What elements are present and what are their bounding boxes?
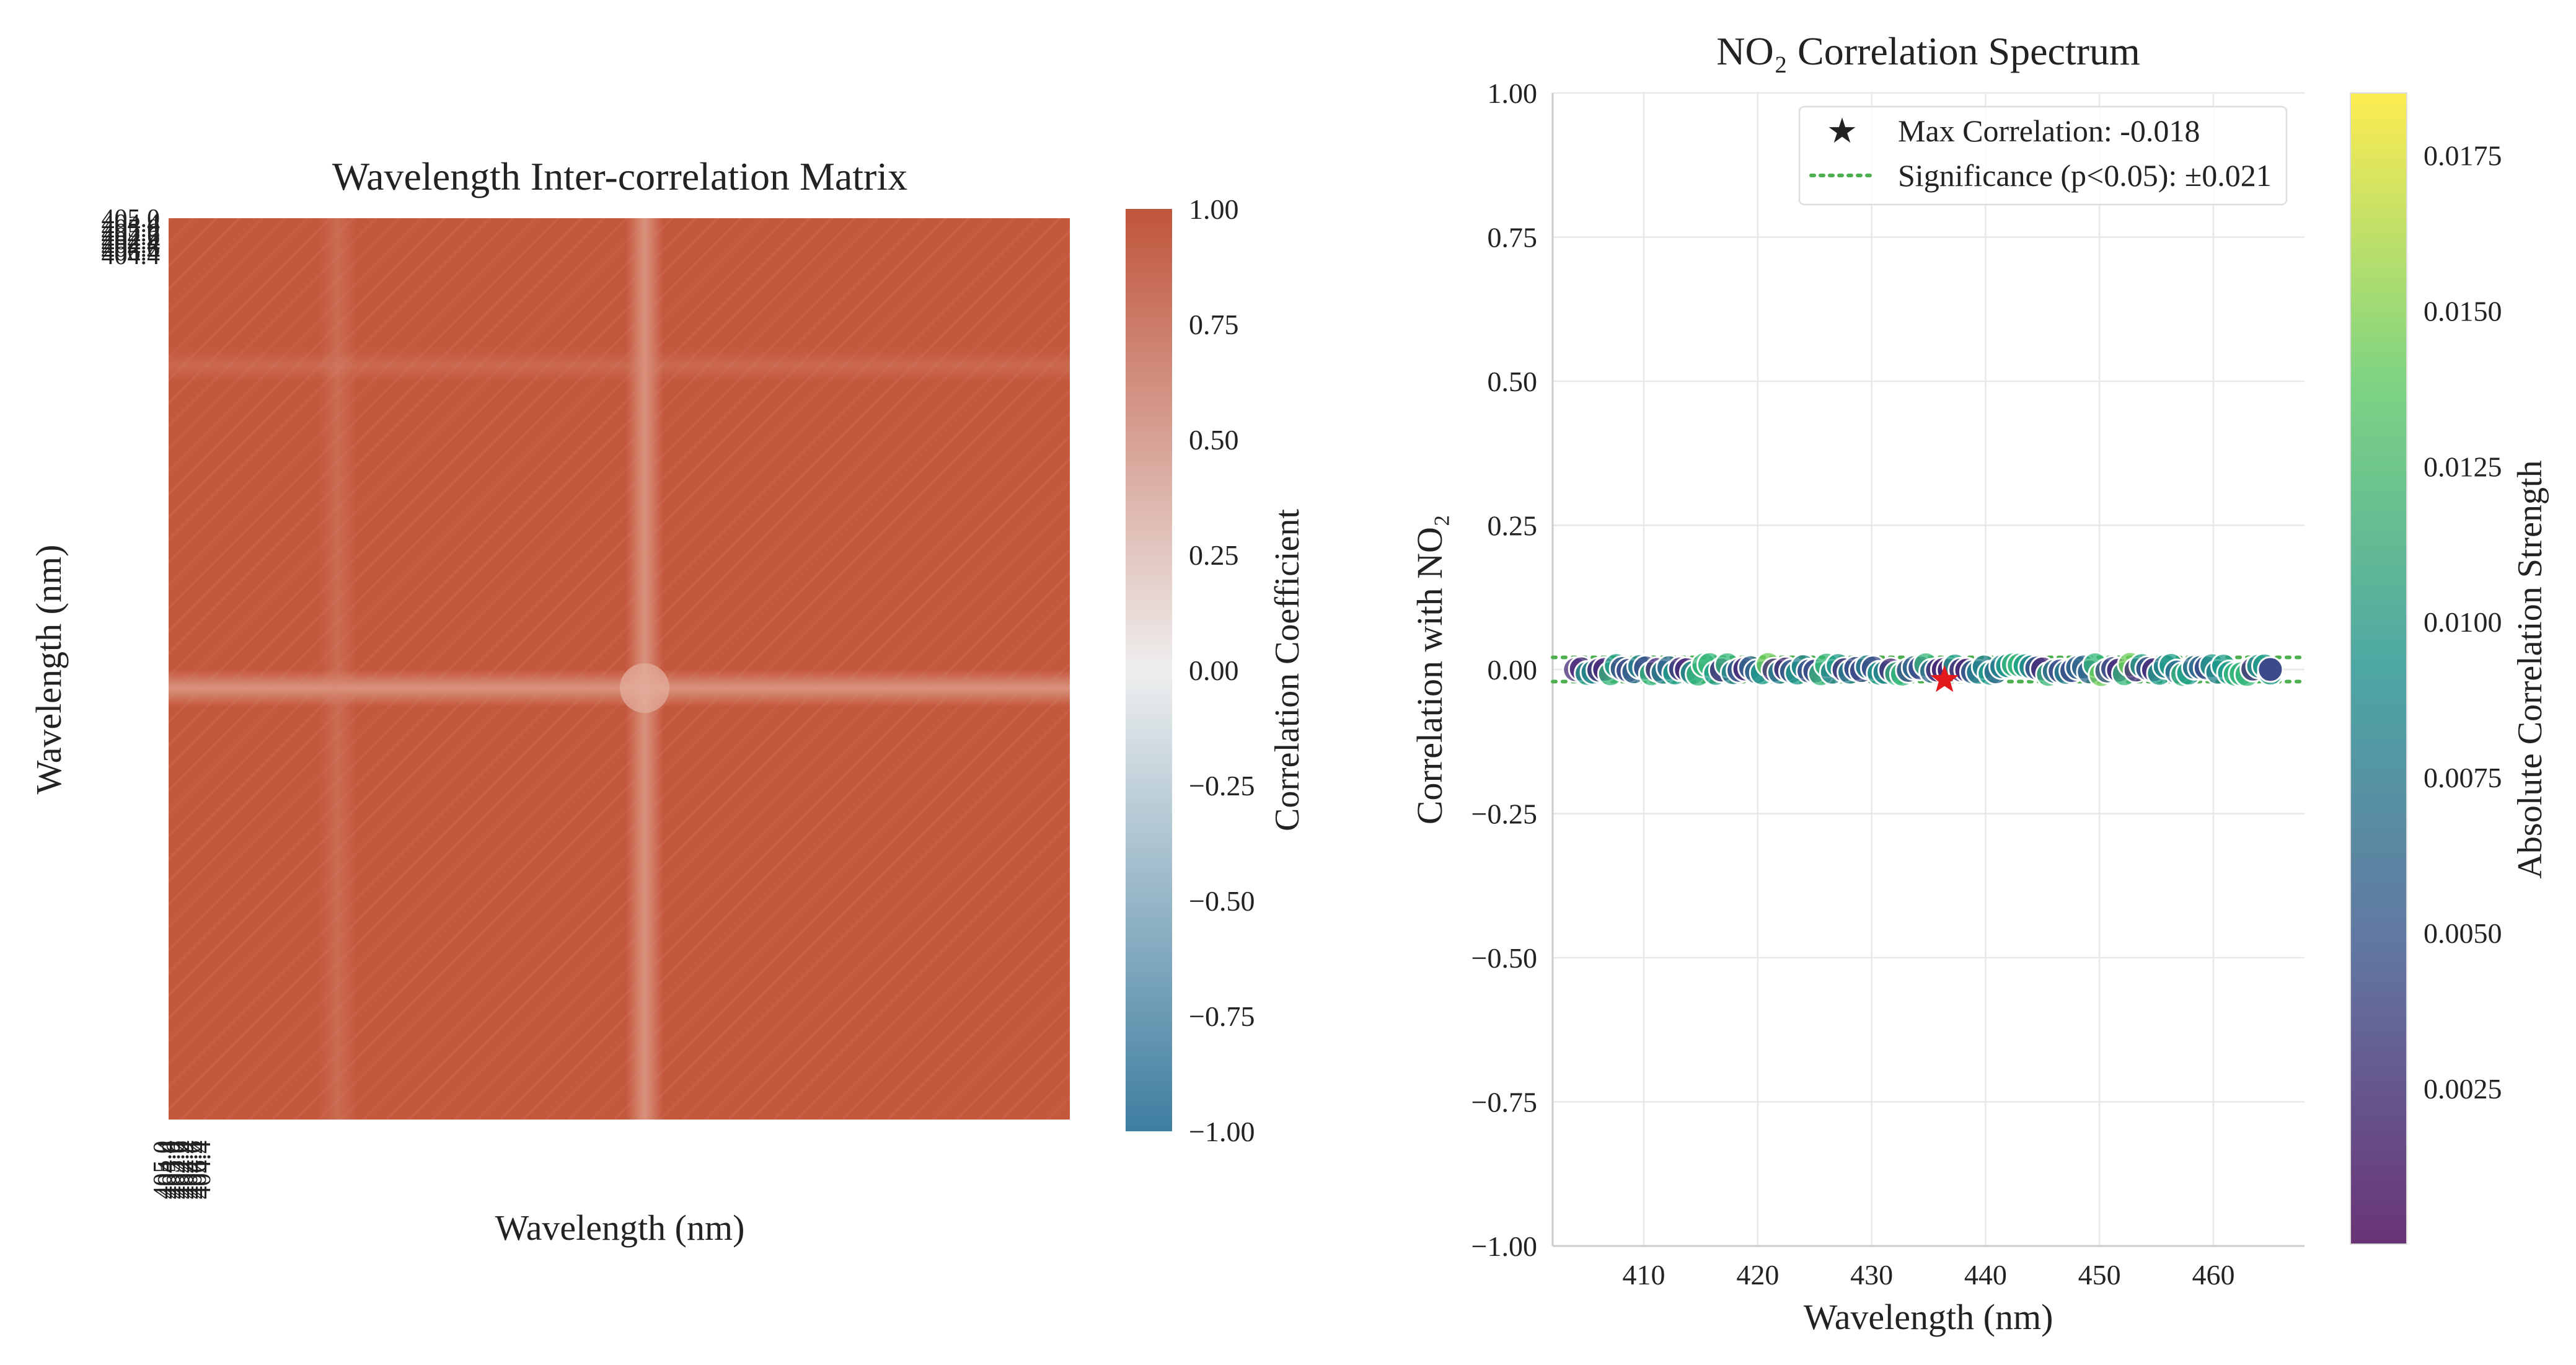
scatter-colorbar-tick-label: 0.0100	[2424, 606, 2502, 638]
heatmap-colorbar: 1.00 0.75 0.50 0.25 0.00 −0.25 −0.50 −0.75 −1.00…	[1126, 193, 1307, 1147]
scatter-x-tick-label: 410	[1623, 1259, 1665, 1291]
scatter-colorbar-tick-label: 0.0025	[2424, 1073, 2502, 1105]
heatmap-colorbar-label: Correlation Coefficient	[1268, 509, 1307, 831]
scatter-ylabel: Correlation with NO₂	[1409, 515, 1450, 824]
scatter-points	[1562, 651, 2284, 688]
scatter-y-ticks: 1.00 0.75 0.50 0.25 0.00 −0.25 −0.50 −0.75 −1.00	[1471, 77, 1537, 1262]
heatmap-colorbar-tick-label: 1.00	[1189, 193, 1239, 225]
scatter-x-tick-label: 440	[1964, 1259, 2007, 1291]
heatmap-x-tick-label: 404.6	[166, 1141, 195, 1199]
heatmap-y-tick-label: 404.4	[102, 210, 161, 238]
max-correlation-star	[1930, 665, 1959, 692]
heatmap-colorbar-tick-label: 0.50	[1189, 424, 1239, 456]
legend-box	[1798, 105, 2288, 206]
scatter-colorbar: 0.0025 0.0050 0.0075 0.0100 0.0125 0.0150 0.01…	[2350, 92, 2549, 1245]
scatter-x-ticks: 410 420 430 440 450 460	[1623, 1259, 2235, 1291]
heatmap-title: Wavelength Inter-correlation Matrix	[332, 154, 907, 198]
scatter-y-tick-label: −0.75	[1471, 1087, 1537, 1118]
scatter-colorbar-gradient	[2350, 92, 2407, 1245]
scatter-colorbar-tick-label: 0.0075	[2424, 762, 2502, 793]
heatmap-xlabel: Wavelength (nm)	[495, 1208, 745, 1248]
scatter-point	[2257, 656, 2284, 683]
heatmap-colorbar-ticks: 1.00 0.75 0.50 0.25 0.00 −0.25 −0.50 −0.75 −1.00	[1189, 193, 1255, 1147]
scatter-colorbar-tick-label: 0.0150	[2424, 295, 2502, 327]
heatmap-y-tick-label: 405.6	[102, 219, 161, 247]
scatter-xlabel: Wavelength (nm)	[1804, 1297, 2053, 1337]
heatmap-x-tick-label: 404.4	[175, 1141, 203, 1199]
scatter-panel: NO₂ Correlation Spectrum 1.00 0.75 0.50 0.2…	[1409, 29, 2549, 1337]
heatmap-colorbar-tick-label: −1.00	[1189, 1116, 1255, 1147]
heatmap-y-tick-label: 404.6	[102, 234, 161, 263]
scatter-x-tick-label: 430	[1850, 1259, 1893, 1291]
heatmap-y-tick-label: 405.0	[102, 214, 161, 243]
scatter-y-tick-label: 0.25	[1488, 510, 1538, 542]
heatmap-x-tick-label: 406.4	[183, 1141, 212, 1199]
scatter-legend: ★ Max Correlation: -0.018 Significance (…	[1798, 105, 2288, 206]
scatter-y-tick-label: −0.50	[1471, 942, 1537, 974]
scatter-x-tick-label: 460	[2192, 1259, 2234, 1291]
heatmap-x-tick-label: 404.4	[188, 1141, 216, 1199]
scatter-y-tick-label: 0.50	[1488, 366, 1538, 397]
scatter-y-tick-label: −0.25	[1471, 798, 1537, 830]
heatmap-colorbar-tick-label: 0.25	[1189, 539, 1239, 571]
heatmap-y-tick-label: 404.4	[102, 231, 161, 259]
max-correlation-marker	[1930, 665, 1959, 692]
scatter-y-tick-label: −1.00	[1471, 1230, 1537, 1262]
heatmap-y-ticks: 405.0404.4405.0405.6404.6404.4404.4404.6…	[102, 205, 161, 270]
heatmap-colorbar-gradient	[1126, 209, 1172, 1131]
heatmap-matrix	[169, 218, 1070, 1120]
scatter-y-tick-label: 1.00	[1488, 77, 1538, 109]
heatmap-x-tick-label: 405.6	[162, 1141, 190, 1199]
heatmap-y-tick-label: 405.0	[102, 205, 161, 233]
heatmap-x-ticks: 405.0404.4405.0405.6404.6404.4404.4404.6…	[149, 1141, 216, 1199]
heatmap-y-tick-label: 404.4	[102, 227, 161, 255]
heatmap-weak-band-horizontal-2	[169, 350, 1070, 381]
legend-max-correlation: Max Correlation: -0.018	[1898, 113, 2200, 148]
heatmap-x-tick-label: 404.4	[170, 1141, 199, 1199]
heatmap-x-tick-label: 404.6	[179, 1141, 208, 1199]
heatmap-x-tick-label: 405.0	[157, 1141, 186, 1199]
heatmap-y-tick-label: 406.4	[102, 238, 161, 267]
scatter-colorbar-tick-label: 0.0050	[2424, 917, 2502, 949]
heatmap-colorbar-tick-label: −0.75	[1189, 1001, 1255, 1032]
scatter-colorbar-label: Absolute Correlation Strength	[2511, 460, 2549, 878]
scatter-colorbar-tick-label: 0.0175	[2424, 139, 2502, 171]
heatmap-ylabel: Wavelength (nm)	[29, 545, 69, 795]
scatter-y-tick-label: 0.00	[1488, 654, 1538, 686]
scatter-title: NO₂ Correlation Spectrum	[1716, 29, 2140, 73]
legend-star-icon: ★	[1827, 112, 1858, 151]
heatmap-x-tick-label: 405.0	[149, 1141, 177, 1199]
scatter-colorbar-ticks: 0.0025 0.0050 0.0075 0.0100 0.0125 0.0150 0.01…	[2424, 139, 2502, 1105]
heatmap-colorbar-tick-label: −0.50	[1189, 885, 1255, 917]
heatmap-x-tick-label: 404.4	[153, 1141, 182, 1199]
heatmap-y-tick-label: 404.6	[102, 223, 161, 251]
scatter-y-tick-label: 0.75	[1488, 222, 1538, 254]
heatmap-cross-spot	[620, 663, 669, 713]
scatter-x-tick-label: 450	[2078, 1259, 2121, 1291]
heatmap-colorbar-tick-label: −0.25	[1189, 770, 1255, 802]
heatmap-colorbar-tick-label: 0.00	[1189, 655, 1239, 686]
heatmap-y-tick-label: 404.4	[102, 242, 161, 270]
scatter-colorbar-tick-label: 0.0125	[2424, 451, 2502, 482]
heatmap-weak-band-horizontal	[169, 669, 1070, 707]
legend-significance: Significance (p<0.05): ±0.021	[1898, 158, 2272, 193]
heatmap-colorbar-tick-label: 0.75	[1189, 309, 1239, 340]
heatmap-panel: Wavelength Inter-correlation Matrix 405.…	[29, 154, 1307, 1248]
scatter-x-tick-label: 420	[1736, 1259, 1779, 1291]
